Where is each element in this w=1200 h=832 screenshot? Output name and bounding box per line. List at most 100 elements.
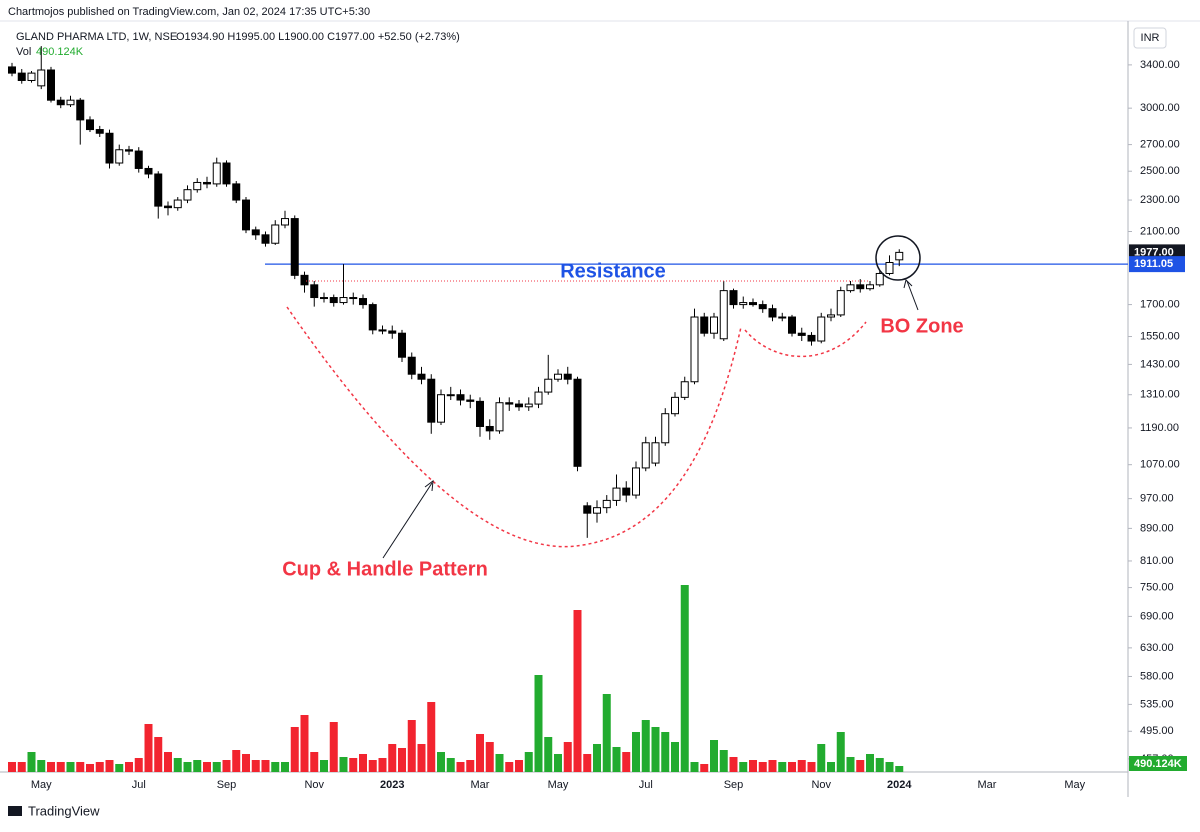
candle-body	[105, 132, 114, 164]
y-tick-label: 495.00	[1140, 725, 1174, 737]
volume-bar	[349, 757, 358, 772]
candle-body	[739, 302, 748, 306]
volume-bar	[788, 762, 796, 772]
breakout-label: BO Zone	[880, 315, 963, 337]
candle-body	[27, 72, 36, 81]
candle-body	[680, 381, 689, 398]
volume-bar	[251, 760, 260, 772]
y-tick-label: 3000.00	[1140, 102, 1180, 114]
volume-bar	[310, 752, 319, 772]
candle-body	[183, 189, 192, 201]
volume-box	[1129, 756, 1187, 771]
candle-body	[612, 487, 621, 501]
volume-bar	[700, 763, 709, 772]
candle-body	[251, 229, 260, 236]
currency-box[interactable]	[1133, 27, 1167, 49]
volume-bar	[554, 753, 562, 772]
candle-body	[427, 378, 436, 423]
volume-bar	[895, 766, 904, 772]
volume-bar	[563, 742, 572, 772]
x-tick-label: 2024	[887, 779, 912, 791]
candle-body	[290, 218, 299, 276]
volume-bar	[758, 762, 767, 772]
candle-body	[495, 402, 504, 432]
resistance-label: Resistance	[560, 260, 666, 282]
y-tick-label: 2300.00	[1140, 194, 1180, 206]
y-tick-label: 580.00	[1140, 670, 1174, 682]
volume-bar	[807, 762, 816, 772]
y-tick-label: 1190.00	[1140, 422, 1179, 434]
volume-bar	[203, 762, 211, 772]
y-tick-label: 970.00	[1140, 493, 1174, 505]
y-tick-label: 3400.00	[1140, 59, 1180, 71]
volume-bar	[164, 752, 172, 772]
resistance-box	[1129, 256, 1185, 273]
volume-bar	[593, 743, 601, 772]
volume-bar	[690, 762, 699, 772]
candle-body	[193, 181, 202, 191]
candle-body	[485, 425, 494, 432]
candle-body	[261, 234, 270, 244]
volume-bar	[173, 757, 182, 772]
candle-body	[895, 251, 904, 261]
volume-bar	[612, 746, 621, 772]
candle-body	[76, 99, 85, 121]
y-tick-label: 1310.00	[1140, 389, 1180, 401]
x-tick-label: Jul	[639, 779, 653, 791]
volume-bar	[856, 760, 865, 772]
pattern-label: Cup & Handle Pattern	[282, 558, 488, 580]
candle-body	[164, 205, 172, 209]
candle-body	[632, 467, 640, 496]
x-tick-label: Jul	[132, 779, 146, 791]
candle-body	[86, 119, 94, 131]
candle-body	[271, 224, 280, 244]
candle-body	[95, 129, 104, 134]
candle-body	[37, 69, 46, 87]
candle-body	[875, 272, 884, 286]
breakout-arrow	[906, 280, 919, 311]
volume-bar	[495, 753, 504, 772]
y-tick-label: 890.00	[1140, 522, 1174, 534]
candle-body	[17, 72, 26, 81]
brand-name: TradingView	[28, 803, 100, 818]
volume-bar	[193, 760, 202, 772]
volume-bar	[836, 732, 845, 772]
candle-body	[476, 400, 484, 427]
candle-body	[456, 394, 465, 401]
volume-bar	[456, 762, 465, 772]
volume-bar	[281, 762, 289, 772]
candle-body	[710, 316, 718, 334]
volume-bar	[466, 760, 475, 772]
volume-bar	[86, 763, 94, 772]
y-tick-label: 535.00	[1140, 698, 1174, 710]
volume-bar	[368, 760, 377, 772]
published-line: Chartmojos published on TradingView.com,…	[8, 6, 370, 18]
y-tick-label: 690.00	[1140, 610, 1174, 622]
candle-body	[47, 69, 55, 101]
candle-body	[554, 373, 562, 380]
volume-bar	[95, 762, 104, 772]
candle-body	[544, 378, 553, 393]
volume-bar	[27, 752, 36, 772]
volume-bar	[524, 752, 533, 772]
volume-bar	[846, 756, 855, 772]
candle-body	[281, 218, 289, 226]
y-tick-label: 1430.00	[1140, 358, 1180, 370]
candle-body	[768, 308, 777, 318]
volume-bar	[446, 757, 455, 772]
volume-bar	[183, 762, 192, 772]
candle-body	[134, 150, 143, 169]
volume-bar	[125, 762, 133, 772]
candle-body	[524, 403, 533, 408]
candle-body	[661, 413, 670, 444]
volume-bar	[37, 760, 46, 772]
volume-legend-value: 490.124K	[36, 46, 84, 58]
candle-body	[437, 394, 445, 423]
pattern-arrow-head	[424, 479, 434, 492]
x-tick-label: 2023	[380, 779, 404, 791]
candle-body	[866, 284, 874, 290]
candle-body	[466, 399, 475, 402]
volume-bar	[378, 757, 387, 772]
candle-body	[671, 396, 679, 415]
